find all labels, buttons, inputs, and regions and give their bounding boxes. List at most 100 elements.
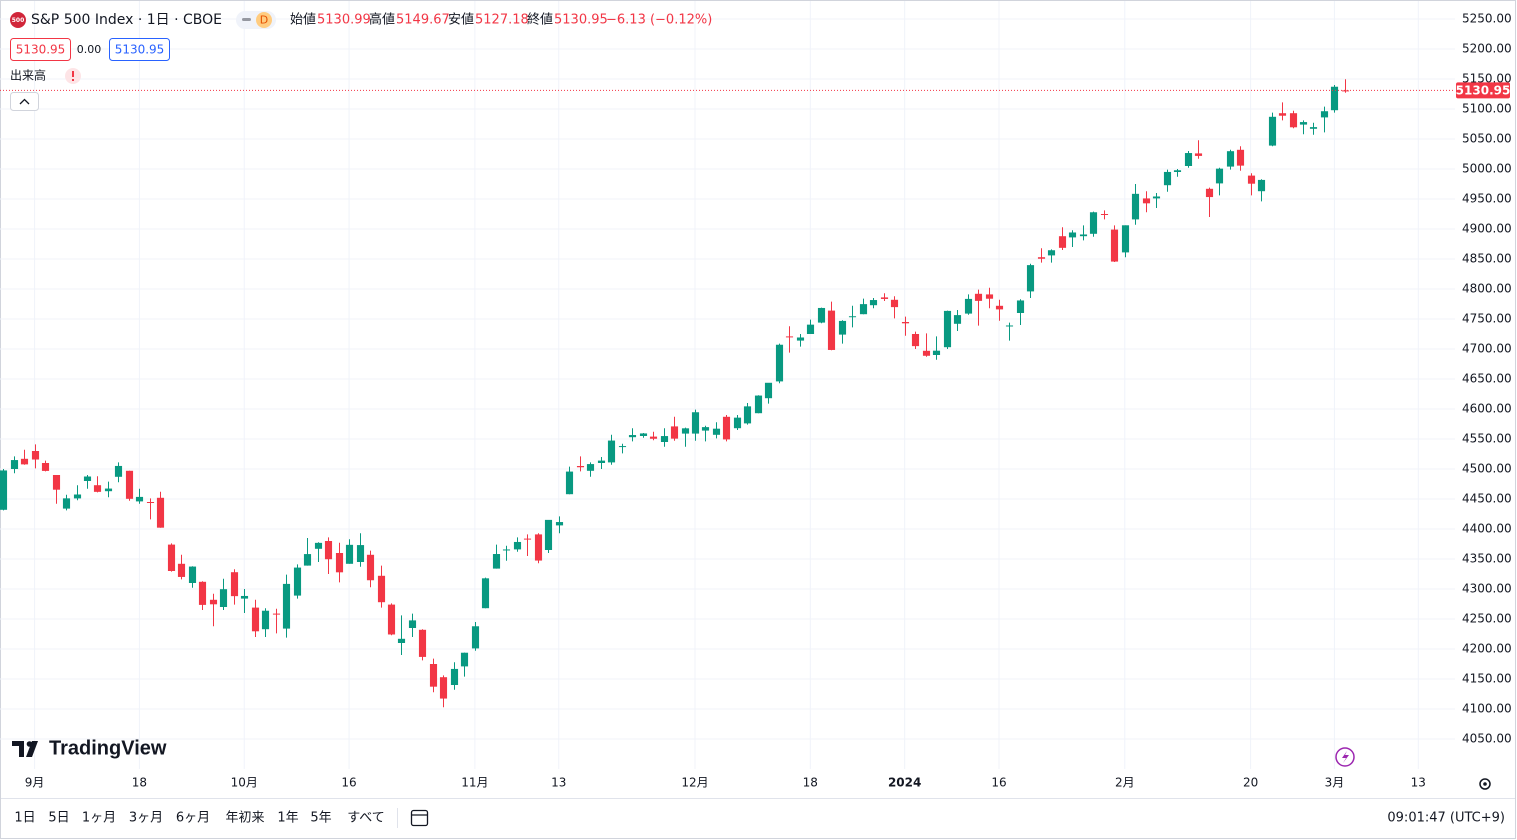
volume-label[interactable]: 出来高 <box>10 68 46 83</box>
candle-body <box>649 436 658 439</box>
candle-body <box>156 497 165 528</box>
range-button[interactable]: 3ヶ月 <box>129 811 163 826</box>
candle-body <box>439 677 448 699</box>
x-tick-label: 13 <box>1411 776 1426 790</box>
candle-body <box>911 334 920 347</box>
candle-body <box>555 522 564 526</box>
range-button[interactable]: 1日 <box>14 811 35 826</box>
candle-body <box>681 428 690 434</box>
candle-body <box>1341 90 1350 92</box>
candle-body <box>754 395 763 414</box>
low-value: 5127.18 <box>475 13 529 28</box>
range-button[interactable]: 5日 <box>48 811 69 826</box>
settings-icon[interactable] <box>1479 778 1491 790</box>
y-tick-label: 5200.00 <box>1462 42 1512 56</box>
y-tick-label: 4750.00 <box>1462 312 1512 326</box>
candle-body <box>293 567 302 596</box>
y-tick-label: 4400.00 <box>1462 522 1512 536</box>
sell-box[interactable] <box>10 38 71 61</box>
candle-body <box>314 542 323 549</box>
candle-body <box>345 544 354 564</box>
warning-mark <box>72 71 74 77</box>
candle-body <box>796 337 805 341</box>
symbol-icon <box>10 12 26 28</box>
candle-body <box>1268 116 1277 146</box>
range-button[interactable]: すべて <box>347 811 385 826</box>
last-price-label: 5130.95 <box>1456 83 1511 97</box>
candle-body <box>303 554 312 566</box>
buy-box[interactable] <box>109 38 170 61</box>
sell-price[interactable]: 5130.95 <box>16 43 66 57</box>
candle-body <box>701 427 710 431</box>
candle-body <box>366 554 375 581</box>
candle-body <box>838 320 847 335</box>
candle-body <box>1089 212 1098 234</box>
candle-body <box>817 307 826 323</box>
candle-body <box>544 519 553 550</box>
candle-body <box>1184 153 1193 166</box>
candle-body <box>481 578 490 609</box>
settings-dot <box>1483 782 1487 786</box>
symbol-title[interactable]: S&P 500 Index · 1日 · CBOE <box>31 12 222 28</box>
candle-body <box>125 470 134 499</box>
candle-body <box>41 463 50 471</box>
logo-text: TradingView <box>49 737 167 759</box>
candle-body <box>932 350 941 355</box>
candle-body <box>628 435 637 438</box>
x-tick-label: 13 <box>551 776 566 790</box>
y-tick-label: 5250.00 <box>1462 12 1512 26</box>
candle-body <box>1289 113 1298 128</box>
candle-body <box>31 451 40 460</box>
candle-body <box>1278 113 1287 116</box>
candle-body <box>691 412 700 434</box>
range-button[interactable]: 1ヶ月 <box>82 811 116 826</box>
range-button[interactable]: 年初来 <box>225 811 264 826</box>
range-button[interactable]: 5年 <box>310 811 331 826</box>
x-tick-label: 2024 <box>888 776 921 790</box>
range-button[interactable]: 1年 <box>277 811 298 826</box>
y-tick-label: 5100.00 <box>1462 102 1512 116</box>
candle-body <box>523 538 532 540</box>
buy-price[interactable]: 5130.95 <box>115 43 165 57</box>
candles <box>0 79 1350 708</box>
candle-body <box>240 595 249 599</box>
x-tick-label: 9月 <box>25 776 45 790</box>
candle-body <box>1163 171 1172 186</box>
candle-body <box>1016 300 1025 313</box>
x-tick-label: 16 <box>341 776 356 790</box>
range-button[interactable]: 6ヶ月 <box>176 811 210 826</box>
event-icon[interactable] <box>1335 747 1355 767</box>
collapse-button[interactable] <box>10 92 39 111</box>
y-tick-label: 4100.00 <box>1462 702 1512 716</box>
candle-body <box>146 502 155 503</box>
candle-body <box>1173 170 1182 172</box>
candle-body <box>722 416 731 440</box>
status-dash <box>242 18 251 21</box>
y-tick-label: 4800.00 <box>1462 282 1512 296</box>
close-value: 5130.95 <box>554 13 608 28</box>
candle-body <box>335 553 344 573</box>
clock[interactable]: 09:01:47 (UTC+9) <box>1387 811 1505 826</box>
y-tick-label: 4700.00 <box>1462 342 1512 356</box>
candle-body <box>261 610 270 630</box>
candle-body <box>282 583 291 629</box>
candle-body <box>450 668 459 685</box>
candle-body <box>492 554 501 569</box>
candle-body <box>1309 127 1318 129</box>
candle-body <box>859 304 868 315</box>
candle-body <box>418 629 427 657</box>
candle-body <box>188 566 197 583</box>
candle-body <box>806 324 815 334</box>
candle-body <box>1205 188 1214 198</box>
candle-body <box>219 589 228 607</box>
x-tick-label: 18 <box>803 776 818 790</box>
candle-body <box>1110 229 1119 262</box>
date-range-icon[interactable] <box>410 809 429 827</box>
x-tick-label: 20 <box>1243 776 1258 790</box>
candle-body <box>618 446 627 448</box>
candle-body <box>93 485 102 492</box>
candle-body <box>52 475 61 490</box>
candle-body <box>230 572 239 597</box>
y-tick-label: 4200.00 <box>1462 642 1512 656</box>
candle-body <box>10 460 19 469</box>
